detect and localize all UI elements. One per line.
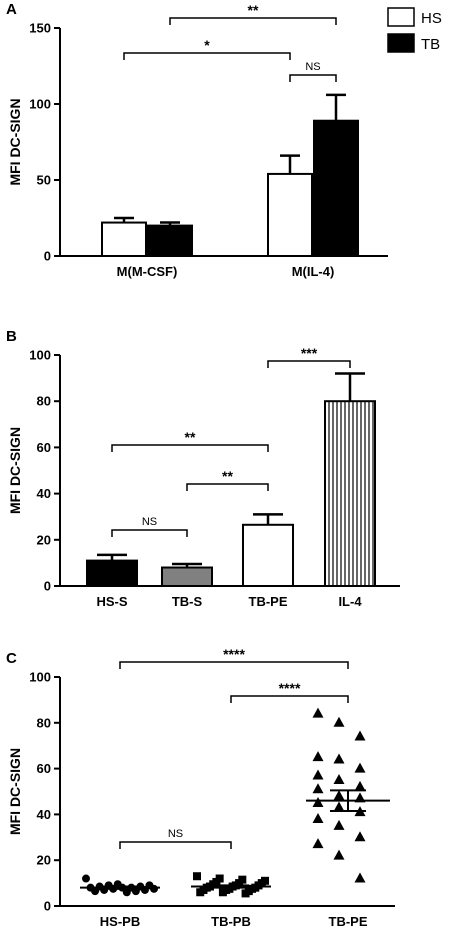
data-point — [312, 769, 324, 780]
significance-bracket — [230, 695, 349, 703]
category-label: TB-PB — [211, 914, 251, 929]
bar — [242, 523, 294, 587]
significance-bracket — [111, 444, 269, 452]
data-point — [193, 872, 201, 881]
data-point — [354, 831, 366, 842]
significance-bracket — [169, 17, 337, 25]
data-point — [312, 707, 324, 718]
category-label: TB-PE — [329, 914, 368, 929]
significance-bracket — [186, 483, 269, 491]
data-point — [354, 872, 366, 883]
y-tick-label: 20 — [37, 853, 51, 868]
significance-bracket — [267, 360, 351, 368]
data-point — [312, 812, 324, 823]
significance-label: NS — [142, 516, 157, 528]
bar — [313, 119, 359, 257]
y-tick-label: 80 — [37, 715, 51, 730]
data-point — [218, 888, 227, 897]
data-point — [82, 874, 90, 883]
significance-label: ** — [222, 468, 233, 484]
y-tick-label: 100 — [29, 97, 51, 112]
y-tick-label: 0 — [44, 579, 51, 594]
category-label: M(IL-4) — [292, 264, 335, 279]
data-point — [354, 780, 366, 791]
significance-bracket — [111, 529, 188, 537]
y-tick-label: 40 — [37, 807, 51, 822]
data-point — [312, 796, 324, 807]
significance-bracket — [289, 74, 337, 82]
y-tick-label: 50 — [37, 173, 51, 188]
category-label: TB-PE — [249, 594, 288, 609]
legend-label: HS — [421, 10, 442, 27]
data-point — [150, 884, 158, 893]
data-point — [354, 762, 366, 773]
bar — [101, 221, 147, 257]
y-tick-label: 40 — [37, 486, 51, 501]
data-point — [333, 774, 345, 785]
panel-letter: B — [6, 328, 17, 345]
data-point — [91, 887, 100, 896]
significance-bracket — [123, 52, 291, 60]
data-point — [333, 716, 345, 727]
legend-label: TB — [421, 36, 440, 53]
bar — [324, 400, 376, 588]
data-point — [312, 751, 324, 762]
y-tick-label: 0 — [44, 249, 51, 264]
significance-label: * — [204, 37, 210, 53]
data-point — [333, 801, 345, 812]
significance-label: ** — [185, 429, 196, 445]
significance-label: *** — [301, 345, 318, 361]
panel-letter: C — [6, 650, 17, 667]
data-point — [312, 783, 324, 794]
bar — [161, 566, 213, 588]
bar — [267, 172, 313, 257]
significance-label: **** — [279, 680, 301, 696]
y-tick-label: 60 — [37, 761, 51, 776]
bar — [86, 559, 138, 588]
panel-b: B 0 20 40 60 80 100 MFI DC-SIGN HS-S TB-S TB-PE IL-… — [6, 328, 400, 609]
panel-letter: A — [6, 1, 17, 18]
y-axis-label: MFI DC-SIGN — [7, 748, 23, 835]
y-tick-label: 60 — [37, 440, 51, 455]
panel-c: C 0 20 40 60 80 100 MFI DC-SIGN HS-PB TB-PB TB-PE N… — [6, 646, 395, 929]
category-label: IL-4 — [338, 594, 362, 609]
data-point — [333, 753, 345, 764]
bar — [147, 224, 193, 258]
data-point — [241, 889, 250, 898]
panel-a: A 0 50 100 150 MFI DC-SIGN M(M-CSF) M(IL-4) HS TB… — [6, 1, 442, 279]
significance-label: ** — [248, 2, 259, 18]
category-label: M(M-CSF) — [117, 264, 178, 279]
y-tick-label: 80 — [37, 394, 51, 409]
data-point — [196, 888, 205, 897]
legend-swatch — [387, 33, 415, 53]
y-tick-label: 0 — [44, 899, 51, 914]
significance-bracket — [119, 661, 349, 669]
significance-label: NS — [168, 828, 183, 840]
data-point — [333, 790, 345, 801]
data-point — [354, 730, 366, 741]
y-tick-label: 100 — [29, 670, 51, 685]
category-label: HS-PB — [100, 914, 140, 929]
y-tick-label: 20 — [37, 532, 51, 547]
category-label: TB-S — [172, 594, 203, 609]
y-tick-label: 100 — [29, 348, 51, 363]
y-tick-label: 150 — [29, 21, 51, 36]
category-label: HS-S — [96, 594, 127, 609]
data-point — [333, 849, 345, 860]
significance-label: **** — [223, 646, 245, 662]
legend-swatch — [387, 7, 415, 27]
data-point — [122, 888, 131, 897]
data-point — [333, 819, 345, 830]
significance-bracket — [119, 841, 232, 849]
significance-label: NS — [305, 61, 320, 73]
y-axis-label: MFI DC-SIGN — [7, 427, 23, 514]
y-axis-label: MFI DC-SIGN — [7, 98, 23, 185]
data-point — [312, 838, 324, 849]
